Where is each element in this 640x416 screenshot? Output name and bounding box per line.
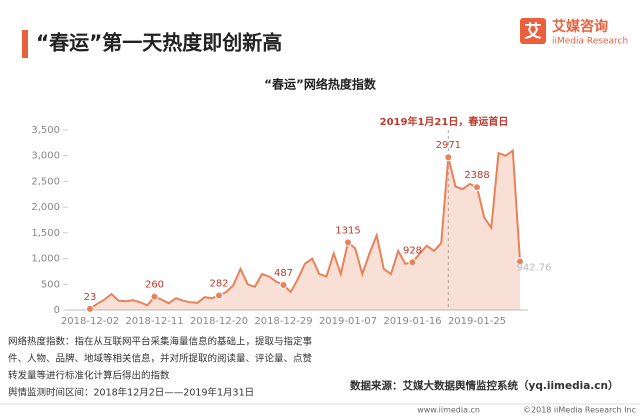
data-label: 260 — [145, 280, 164, 291]
data-label: 928 — [403, 245, 422, 256]
logo-box — [520, 18, 546, 44]
logo-name: 艾媒咨询 — [552, 18, 608, 35]
note: 转发量等进行标准化计算后得出的指数 — [8, 370, 170, 382]
point — [516, 257, 524, 266]
slide-title: “春运”第一天热度即创新高 — [36, 31, 282, 55]
x-tick-label: 2018-12-02 — [61, 316, 119, 327]
logo-english: iiMedia Research — [552, 37, 628, 47]
point — [344, 238, 352, 247]
point — [473, 183, 481, 192]
y-tick-label: 2,000 — [31, 202, 60, 213]
plot: 0 500 1,000 1,500 2,000 2,500 3,000 3,500 2018-1… — [31, 125, 551, 327]
title-bar — [22, 30, 28, 58]
data-label: 2388 — [464, 170, 489, 181]
footer-site: www.iimedia.cn — [417, 406, 480, 415]
y-tick-label: 3,000 — [31, 151, 60, 162]
data-label: 1315 — [335, 225, 360, 236]
point — [86, 304, 94, 313]
annotation: 2019年1月21日，春运首日 — [380, 115, 509, 128]
x-tick-label: 2018-12-20 — [190, 316, 248, 327]
data-label: 942.76 — [517, 263, 552, 274]
y-tick-label: 2,500 — [31, 176, 60, 187]
x-tick-label: 2018-12-29 — [254, 316, 312, 327]
y-tick-label: 3,500 — [31, 125, 60, 136]
data-label: 282 — [209, 278, 228, 289]
footer-copyright: ©2018 iiMedia Research Inc — [523, 406, 636, 415]
note: 网络热度指数：指在从互联网平台采集海量信息的基础上，提取与指定事 — [8, 336, 313, 348]
y-tick-label: 0 — [54, 305, 60, 316]
x-tick-label: 2019-01-25 — [448, 316, 506, 327]
point — [150, 292, 159, 301]
x-tick-label: 2019-01-16 — [383, 316, 441, 327]
x-tick-label: 2018-12-11 — [125, 316, 183, 327]
source: 数据来源：艾媒大数据舆情监控系统（yq.iimedia.cn） — [349, 379, 619, 392]
y-tick-label: 1,000 — [31, 254, 60, 265]
x-tick-label: 2019-01-07 — [319, 316, 377, 327]
area — [90, 150, 520, 310]
y-tick-label: 500 — [41, 279, 60, 290]
data-label: 2971 — [436, 140, 461, 151]
data-label: 487 — [274, 268, 293, 279]
chart-title: “春运”网络热度指数 — [264, 77, 377, 92]
logo-icon: 艾 — [525, 21, 542, 42]
point — [408, 258, 417, 267]
point — [215, 291, 223, 300]
y-tick-label: 1,500 — [31, 228, 60, 239]
note: 舆情监测时间区间：2018年12月2日——2019年1月31日 — [8, 387, 254, 399]
data-label: 23 — [84, 292, 97, 303]
point — [444, 153, 453, 162]
note: 件、人物、品牌、地域等相关信息，并对所提取的阅读量、评论量、点赞 — [8, 353, 313, 365]
point — [279, 280, 288, 289]
